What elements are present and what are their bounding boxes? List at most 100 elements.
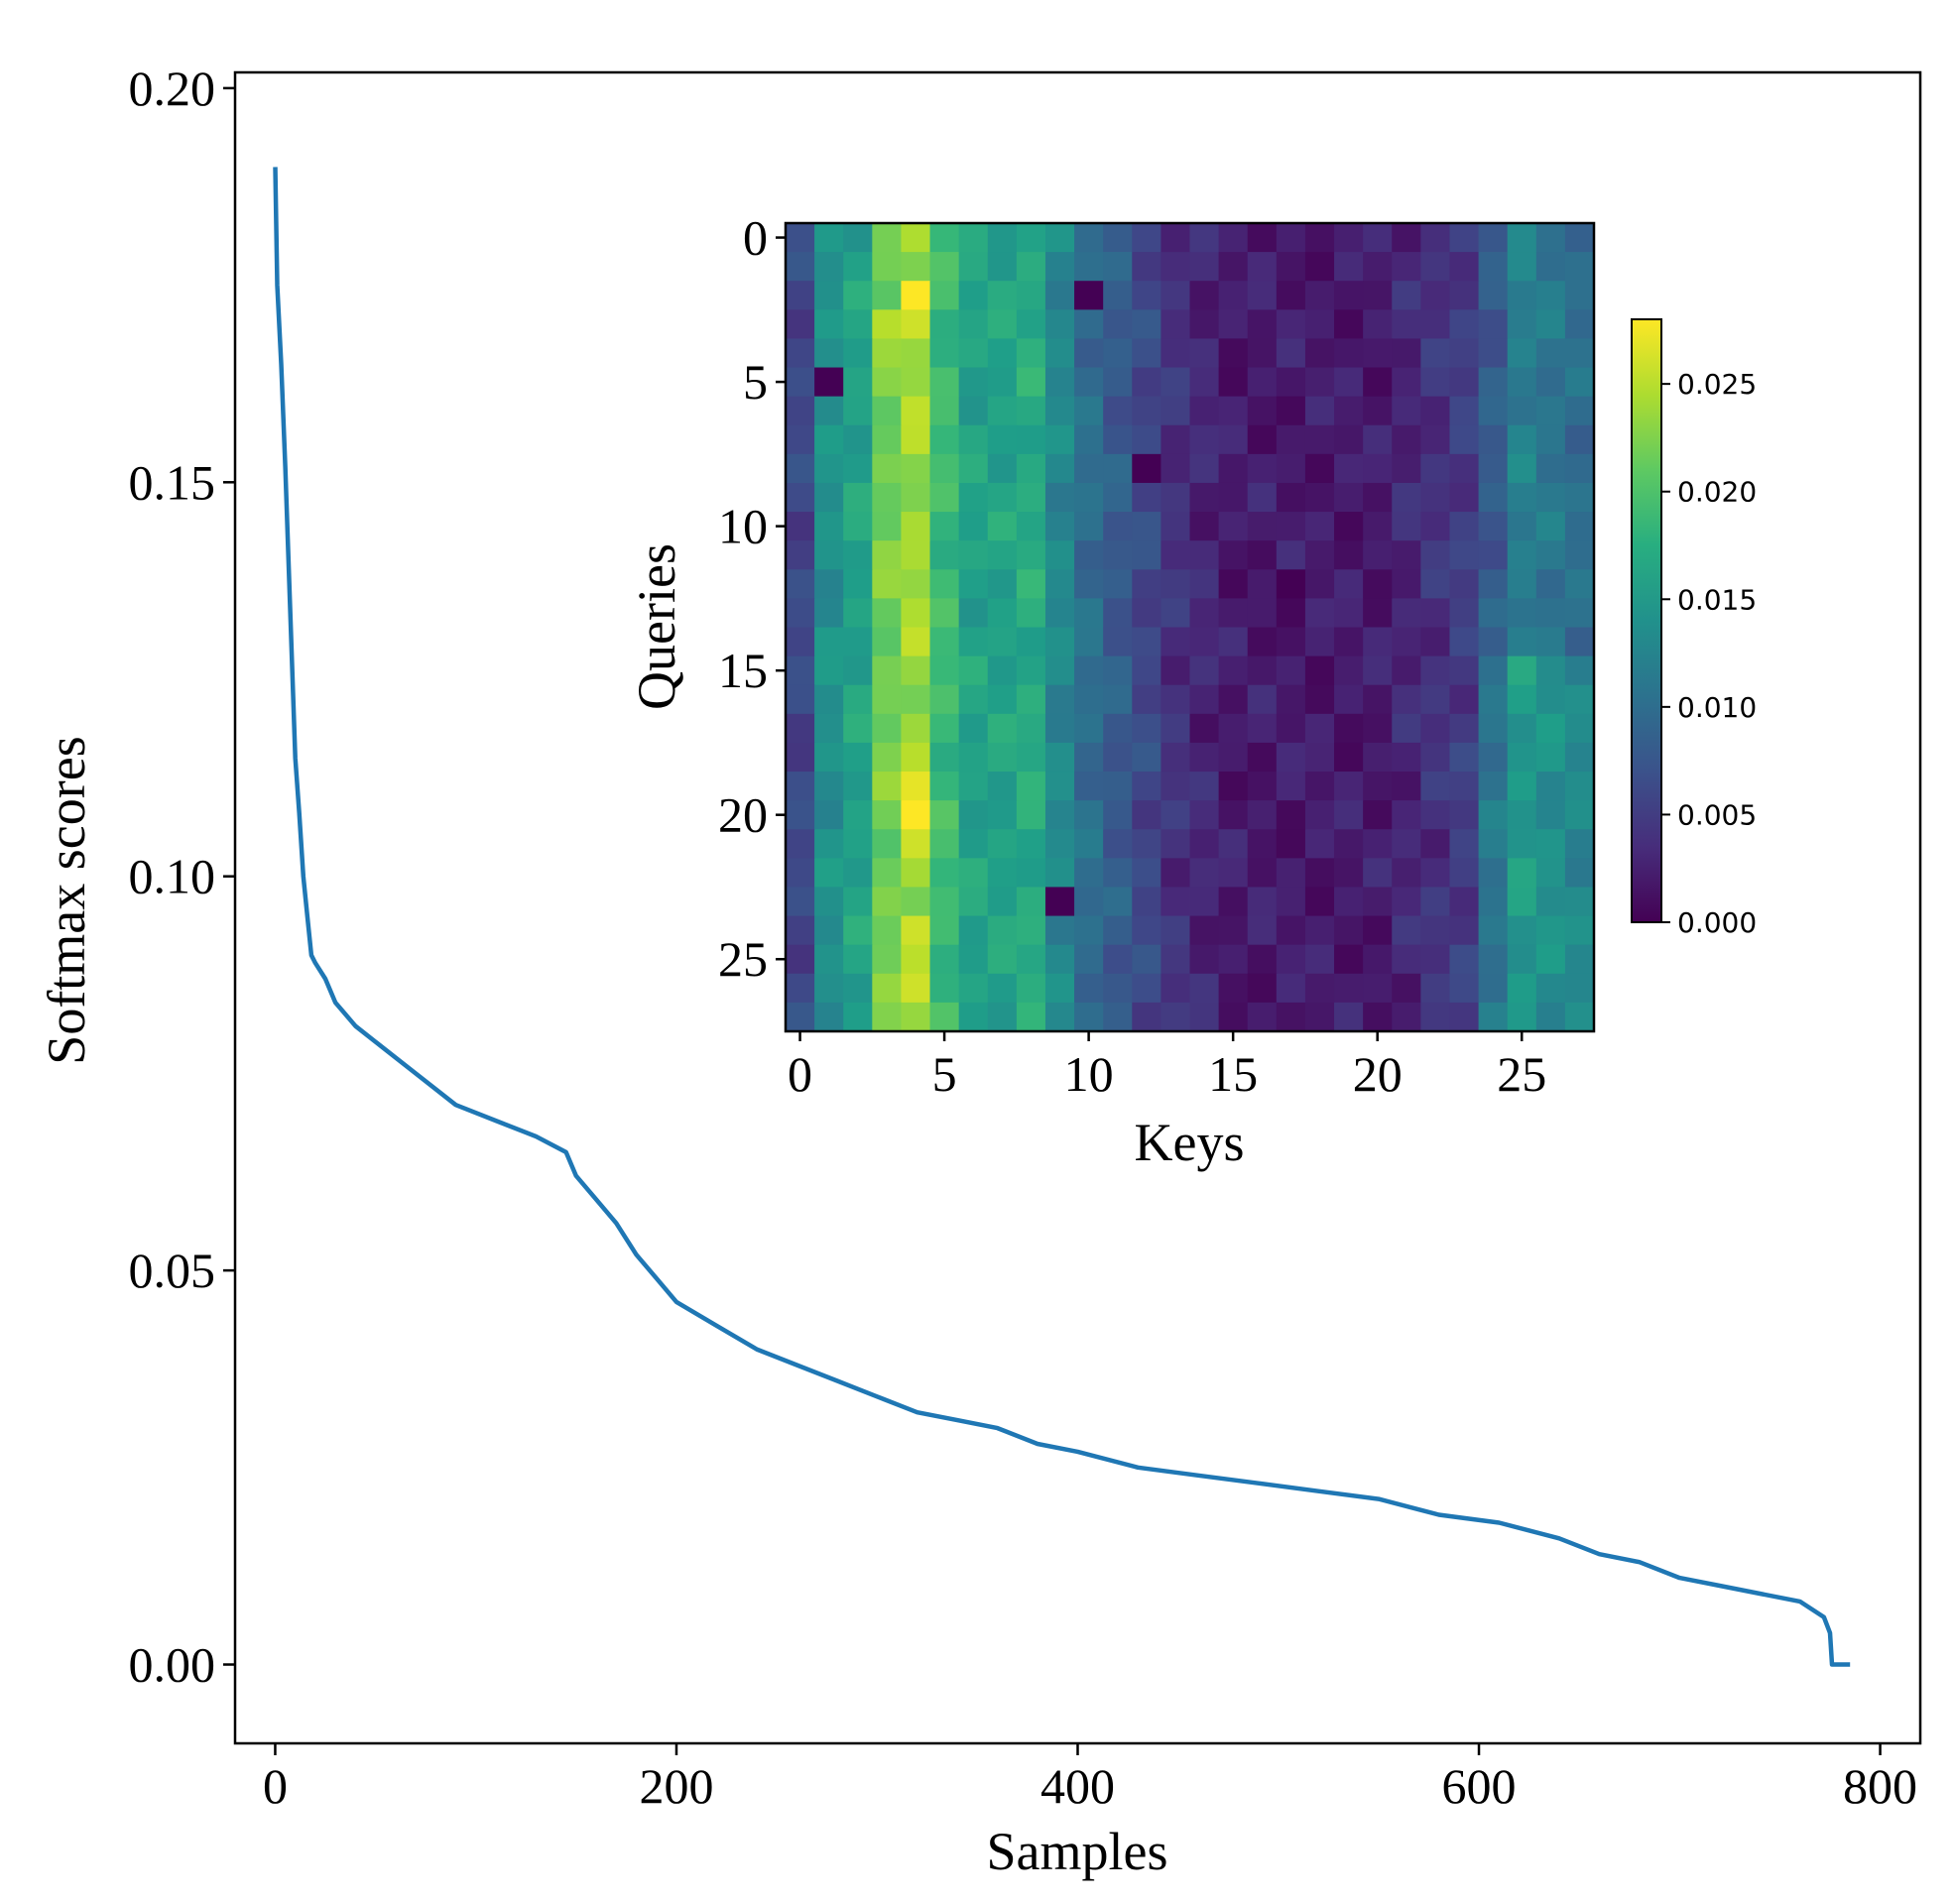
- heatmap-cell: [1363, 915, 1393, 946]
- inset-y-tick-label: 15: [718, 643, 768, 698]
- heatmap-cell: [1276, 829, 1306, 859]
- heatmap-cell: [1218, 800, 1249, 830]
- heatmap-cell: [843, 944, 873, 975]
- heatmap-cell: [872, 713, 903, 744]
- heatmap-cell: [1392, 252, 1421, 282]
- heatmap-cell: [1189, 367, 1220, 398]
- heatmap-cell: [929, 512, 960, 541]
- heatmap-cell: [1016, 742, 1046, 773]
- heatmap-cell: [1420, 915, 1451, 946]
- heatmap-cell: [872, 396, 903, 426]
- inset-x-tick-label: 15: [1208, 1046, 1258, 1102]
- heatmap-cell: [1507, 309, 1537, 340]
- heatmap-cell: [1132, 396, 1161, 426]
- heatmap-cell: [1247, 453, 1278, 484]
- heatmap-cell: [1334, 627, 1364, 657]
- heatmap-cell: [1016, 512, 1046, 541]
- heatmap-cell: [1478, 482, 1509, 513]
- heatmap-cell: [1478, 367, 1509, 398]
- heatmap-cell: [1247, 829, 1278, 859]
- x-tick-label: 600: [1442, 1758, 1517, 1814]
- colorbar-tick-label: 0.020: [1677, 476, 1757, 509]
- inset-y-tick-label: 25: [718, 931, 768, 987]
- heatmap-cell: [1132, 742, 1161, 773]
- heatmap-cell: [1449, 887, 1480, 917]
- heatmap-cell: [1507, 338, 1537, 369]
- heatmap-cell: [1478, 281, 1509, 310]
- heatmap-cell: [1189, 772, 1220, 801]
- heatmap-cell: [1363, 713, 1393, 744]
- heatmap-cell: [1449, 424, 1480, 455]
- heatmap-cell: [814, 453, 844, 484]
- heatmap-cell: [1564, 887, 1595, 917]
- heatmap-cell: [814, 829, 844, 859]
- heatmap-cell: [958, 655, 989, 686]
- heatmap-cell: [1449, 772, 1480, 801]
- heatmap-cell: [1044, 973, 1075, 1004]
- heatmap-cell: [1016, 367, 1046, 398]
- heatmap-cell: [1218, 569, 1249, 599]
- heatmap-cell: [1103, 252, 1133, 282]
- heatmap-cell: [1016, 396, 1046, 426]
- heatmap-cell: [1016, 569, 1046, 599]
- heatmap-cell: [1478, 252, 1509, 282]
- heatmap-cell: [1564, 424, 1595, 455]
- heatmap-cell: [1334, 829, 1364, 859]
- heatmap-cell: [987, 973, 1018, 1004]
- heatmap-cell: [1074, 223, 1104, 253]
- heatmap-cell: [987, 396, 1018, 426]
- heatmap-cell: [1478, 424, 1509, 455]
- y-tick-label: 0.05: [129, 1243, 216, 1298]
- main-y-ticks: 0.00 0.05 0.10 0.15 0.20: [129, 60, 235, 1693]
- heatmap-cell: [987, 829, 1018, 859]
- heatmap-cell: [1276, 915, 1306, 946]
- heatmap-cell: [1044, 829, 1075, 859]
- heatmap-cell: [1478, 800, 1509, 830]
- heatmap-cell: [1189, 713, 1220, 744]
- heatmap-cell: [1363, 453, 1393, 484]
- heatmap-cell: [1103, 281, 1133, 310]
- heatmap-cell: [1507, 713, 1537, 744]
- heatmap-cell: [1044, 540, 1075, 570]
- heatmap-cell: [1189, 800, 1220, 830]
- heatmap-cell: [1478, 742, 1509, 773]
- heatmap-cell: [1478, 569, 1509, 599]
- heatmap-cell: [1189, 1002, 1220, 1032]
- heatmap-cell: [872, 858, 903, 889]
- heatmap-cell: [1132, 858, 1161, 889]
- heatmap-cell: [1304, 396, 1335, 426]
- heatmap-cell: [1304, 887, 1335, 917]
- heatmap-cell: [1507, 627, 1537, 657]
- heatmap-cell: [1016, 598, 1046, 629]
- heatmap-cell: [1074, 973, 1104, 1004]
- heatmap-cell: [1564, 713, 1595, 744]
- heatmap-cell: [1103, 772, 1133, 801]
- heatmap-cell: [1044, 887, 1075, 917]
- inset-x-axis-label: Keys: [1135, 1113, 1245, 1172]
- heatmap-cell: [1420, 598, 1451, 629]
- heatmap-cell: [958, 482, 989, 513]
- heatmap-cell: [1247, 713, 1278, 744]
- inset-y-ticks: 0 5 10 15 20 25: [718, 210, 786, 987]
- heatmap-cell: [1334, 800, 1364, 830]
- heatmap-cell: [1478, 512, 1509, 541]
- colorbar-tick-label: 0.015: [1677, 583, 1757, 616]
- heatmap-cell: [1535, 829, 1566, 859]
- heatmap-cell: [987, 800, 1018, 830]
- heatmap-cell: [1189, 252, 1220, 282]
- heatmap-cell: [1535, 627, 1566, 657]
- heatmap-cell: [1189, 396, 1220, 426]
- heatmap-cell: [1363, 742, 1393, 773]
- heatmap-cell: [786, 309, 815, 340]
- heatmap-cell: [1218, 1002, 1249, 1032]
- heatmap-cell: [1507, 858, 1537, 889]
- heatmap-cell: [1132, 281, 1161, 310]
- heatmap-cell: [1478, 627, 1509, 657]
- inset-x-ticks: 0 5 10 15 20 25: [788, 1031, 1546, 1102]
- heatmap-cell: [814, 742, 844, 773]
- heatmap-cell: [1247, 309, 1278, 340]
- heatmap-cell: [814, 223, 844, 253]
- heatmap-cell: [901, 829, 931, 859]
- heatmap-cell: [958, 1002, 989, 1032]
- heatmap-cell: [1507, 281, 1537, 310]
